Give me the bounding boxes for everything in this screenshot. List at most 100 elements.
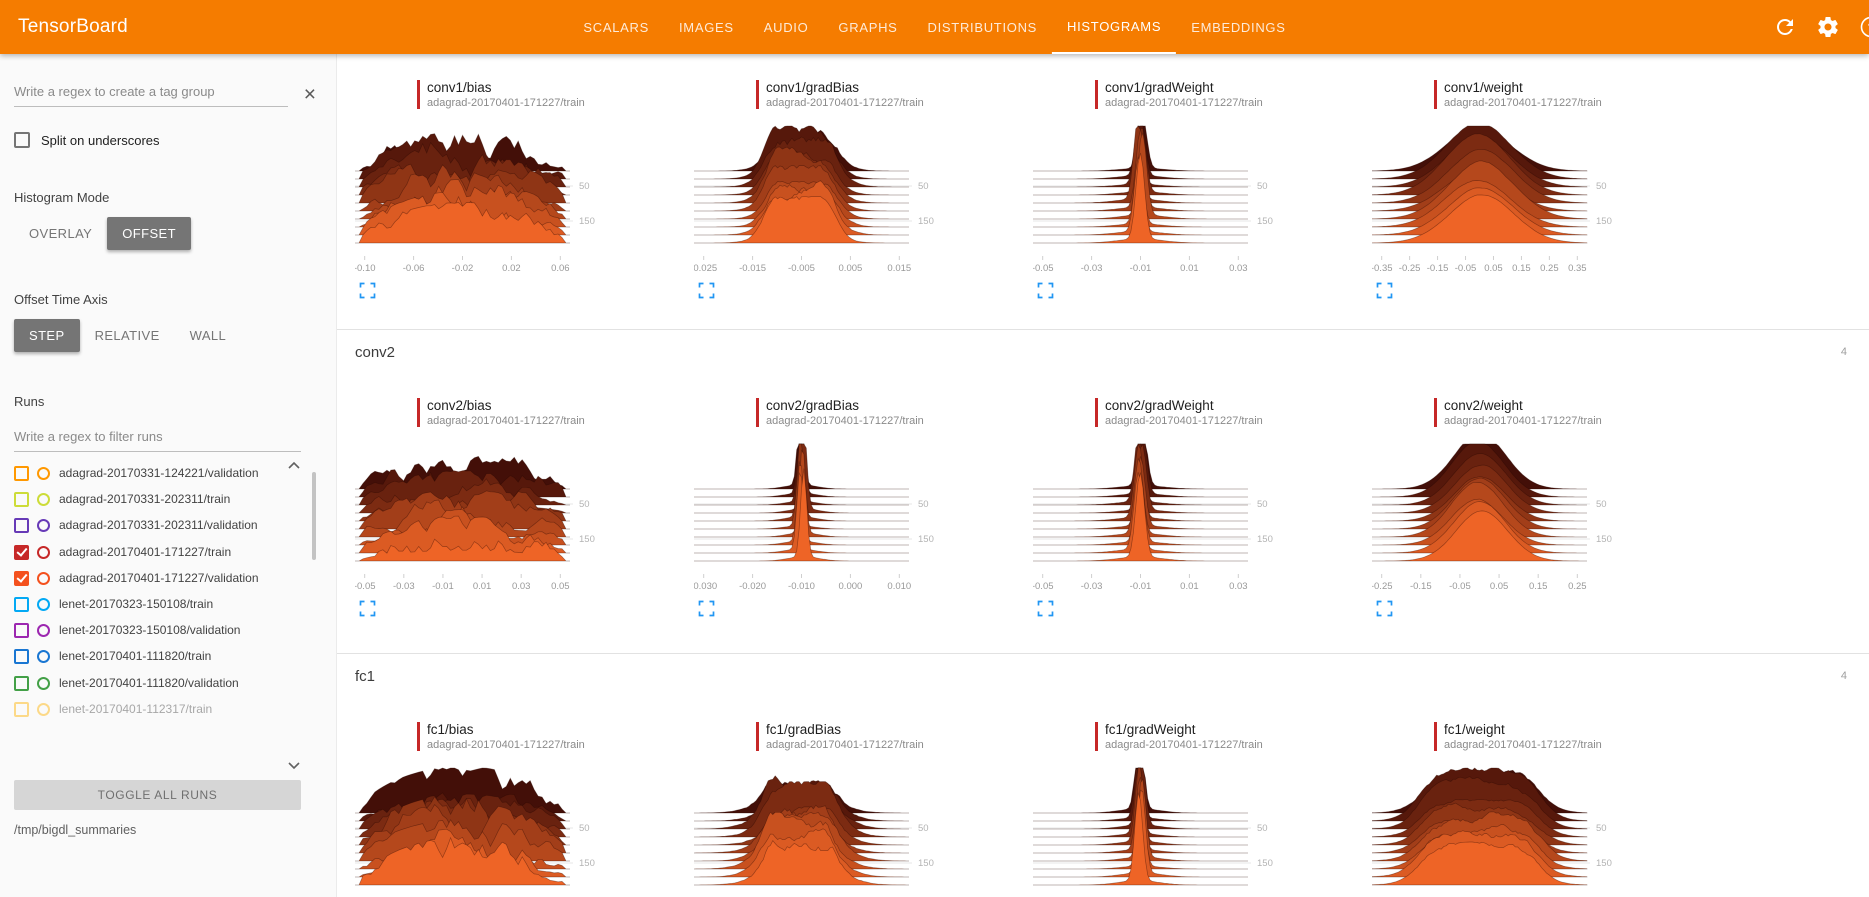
run-color-circle[interactable] — [37, 650, 50, 664]
svg-text:-0.15: -0.15 — [1427, 263, 1449, 273]
run-checkbox[interactable] — [14, 544, 29, 560]
histogram-mode-label: Histogram Mode — [14, 190, 110, 205]
run-color-circle[interactable] — [37, 467, 50, 480]
run-item[interactable]: adagrad-20170331-124221/validation — [14, 460, 317, 486]
offset-axis-relative-button[interactable]: RELATIVE — [94, 328, 160, 343]
close-icon[interactable]: × — [303, 83, 316, 106]
run-item[interactable]: lenet-20170323-150108/train — [14, 591, 317, 617]
toggle-all-runs-button[interactable]: TOGGLE ALL RUNS — [14, 780, 301, 810]
card-title: fc1/bias — [427, 722, 474, 737]
offset-axis-wall-button[interactable]: WALL — [189, 328, 227, 343]
run-color-circle[interactable] — [37, 676, 50, 690]
expand-icon[interactable] — [1037, 600, 1054, 617]
cards-row: conv1/bias adagrad-20170401-171227/train 5… — [337, 80, 1869, 329]
histogram-card: conv1/gradBias adagrad-20170401-171227/tr… — [694, 80, 1033, 299]
card-title: fc1/gradBias — [766, 722, 842, 737]
svg-text:50: 50 — [1596, 181, 1607, 192]
svg-text:0.01: 0.01 — [1180, 581, 1199, 591]
svg-text:50: 50 — [918, 499, 929, 510]
svg-text:-0.020: -0.020 — [739, 581, 766, 591]
histogram-mode-overlay-button[interactable]: OVERLAY — [29, 226, 93, 241]
run-checkbox[interactable] — [14, 570, 29, 586]
expand-icon[interactable] — [1037, 282, 1054, 299]
run-item[interactable]: adagrad-20170401-171227/validation — [14, 565, 317, 591]
run-item[interactable]: lenet-20170401-111820/train — [14, 643, 317, 669]
tag-section-conv1: conv1/bias adagrad-20170401-171227/train 5… — [337, 54, 1869, 329]
card-run-label: adagrad-20170401-171227/train — [1444, 97, 1602, 109]
scroll-up-icon[interactable] — [287, 461, 301, 470]
top-bar: TensorBoard SCALARS IMAGES AUDIO GRAPHS DIST… — [0, 0, 1869, 54]
tab-audio[interactable]: AUDIO — [763, 20, 809, 35]
tab-histograms[interactable]: HISTOGRAMS — [1052, 0, 1177, 54]
run-item[interactable]: lenet-20170401-112317/train — [14, 696, 317, 722]
run-color-circle[interactable] — [37, 597, 50, 611]
expand-icon[interactable] — [1376, 600, 1393, 617]
svg-text:150: 150 — [918, 858, 934, 869]
card-title: fc1/weight — [1444, 722, 1505, 737]
tab-embeddings[interactable]: EMBEDDINGS — [1191, 20, 1286, 35]
card-run-label: adagrad-20170401-171227/train — [1105, 415, 1263, 427]
run-color-circle[interactable] — [37, 702, 50, 716]
tab-images[interactable]: IMAGES — [678, 20, 734, 35]
expand-icon[interactable] — [698, 282, 715, 299]
card-header: conv2/bias adagrad-20170401-171227/train — [417, 398, 694, 427]
section-header-conv2[interactable]: conv2 4 — [337, 330, 1869, 374]
histogram-chart: 50 150 -0.25 -0.15 -0.05 0.05 0.15 0.25 — [1372, 443, 1612, 591]
split-on-underscores-row[interactable]: Split on underscores — [14, 132, 322, 148]
run-checkbox[interactable] — [14, 623, 29, 639]
run-checkbox[interactable] — [14, 701, 29, 717]
run-item[interactable]: adagrad-20170331-202311/train — [14, 486, 317, 512]
run-color-circle[interactable] — [37, 545, 50, 559]
split-underscores-checkbox[interactable] — [14, 132, 30, 148]
run-color-circle[interactable] — [37, 493, 50, 507]
run-color-circle[interactable] — [37, 571, 50, 585]
card-header: conv2/weight adagrad-20170401-171227/trai… — [1434, 398, 1711, 427]
tab-distributions[interactable]: DISTRIBUTIONS — [927, 20, 1038, 35]
expand-icon[interactable] — [359, 600, 376, 617]
run-color-circle[interactable] — [37, 519, 50, 533]
svg-text:0.25: 0.25 — [1568, 581, 1587, 591]
svg-text:-0.15: -0.15 — [1410, 581, 1432, 591]
card-title: conv2/weight — [1444, 398, 1523, 413]
run-item[interactable]: adagrad-20170401-171227/train — [14, 539, 317, 565]
histogram-chart: 50 150 — [1033, 767, 1273, 886]
runs-filter-input[interactable] — [14, 425, 301, 452]
scroll-down-icon[interactable] — [287, 761, 301, 770]
svg-text:-0.01: -0.01 — [432, 581, 454, 591]
histogram-card: fc1/weight adagrad-20170401-171227/train 5… — [1372, 722, 1711, 897]
run-item[interactable]: adagrad-20170331-202311/validation — [14, 512, 317, 538]
card-header: fc1/gradWeight adagrad-20170401-171227/tr… — [1095, 722, 1372, 751]
svg-text:50: 50 — [1596, 499, 1607, 510]
svg-text:0.06: 0.06 — [551, 263, 570, 273]
card-run-label: adagrad-20170401-171227/train — [427, 739, 585, 751]
offset-time-axis-options: STEP RELATIVE WALL — [14, 319, 322, 352]
run-checkbox[interactable] — [14, 596, 29, 612]
histogram-card: conv1/gradWeight adagrad-20170401-171227/… — [1033, 80, 1372, 299]
settings-icon[interactable] — [1816, 15, 1840, 39]
run-item[interactable]: lenet-20170323-150108/validation — [14, 617, 317, 643]
histogram-card: conv2/bias adagrad-20170401-171227/train 5… — [355, 398, 694, 617]
run-checkbox[interactable] — [14, 492, 29, 508]
histogram-mode-offset-button[interactable]: OFFSET — [107, 217, 191, 250]
run-checkbox[interactable] — [14, 466, 29, 481]
offset-axis-step-button[interactable]: STEP — [14, 319, 80, 352]
run-name: adagrad-20170331-202311/validation — [59, 518, 258, 533]
tab-scalars[interactable]: SCALARS — [583, 20, 649, 35]
section-header-fc1[interactable]: fc1 4 — [337, 654, 1869, 698]
run-checkbox[interactable] — [14, 649, 29, 665]
run-checkbox[interactable] — [14, 518, 29, 534]
histogram-card: fc1/gradBias adagrad-20170401-171227/trai… — [694, 722, 1033, 897]
run-item[interactable]: lenet-20170401-111820/validation — [14, 670, 317, 696]
runs-scrollbar-thumb[interactable] — [312, 472, 316, 560]
refresh-icon[interactable] — [1773, 15, 1797, 39]
expand-icon[interactable] — [698, 600, 715, 617]
tab-graphs[interactable]: GRAPHS — [838, 20, 898, 35]
expand-icon[interactable] — [359, 282, 376, 299]
svg-text:?: ? — [1868, 21, 1869, 35]
run-name: adagrad-20170331-124221/validation — [59, 466, 259, 480]
help-icon[interactable]: ? — [1859, 15, 1869, 39]
run-checkbox[interactable] — [14, 675, 29, 691]
run-color-circle[interactable] — [37, 624, 50, 638]
expand-icon[interactable] — [1376, 282, 1393, 299]
tag-regex-input[interactable] — [14, 80, 288, 107]
